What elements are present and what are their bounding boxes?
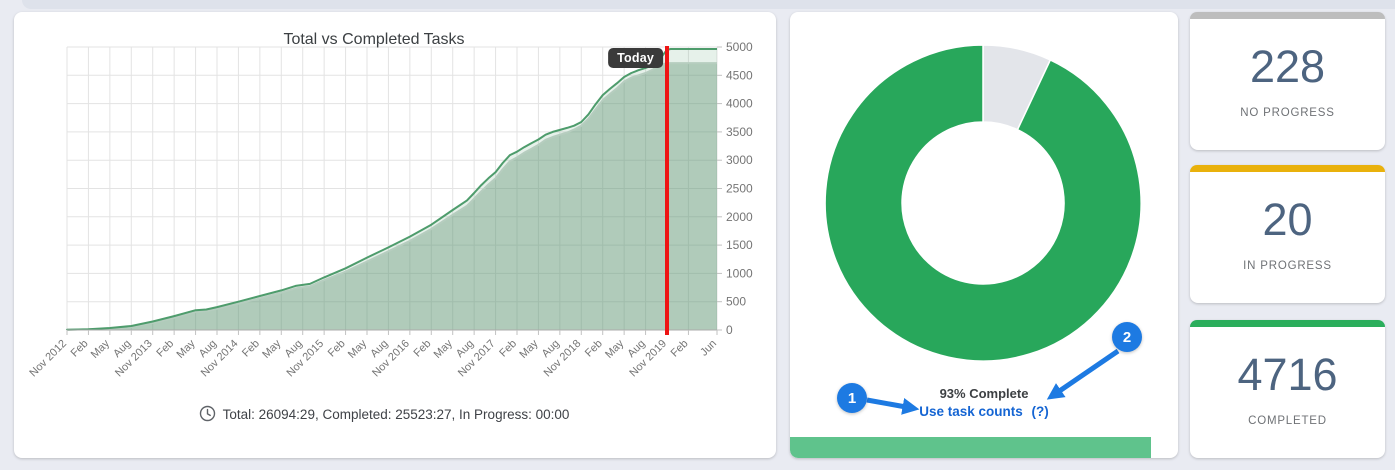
svg-text:Jun: Jun	[698, 338, 719, 359]
in-progress-label: IN PROGRESS	[1243, 259, 1332, 272]
svg-text:4000: 4000	[726, 97, 753, 111]
stat-card-no-progress: 228 NO PROGRESS	[1190, 12, 1385, 150]
callout-2-badge: 2	[1112, 322, 1142, 352]
svg-text:Feb: Feb	[412, 338, 434, 360]
svg-text:3000: 3000	[726, 153, 753, 167]
use-task-counts-link[interactable]: Use task counts	[919, 404, 1023, 419]
svg-text:May: May	[432, 337, 456, 361]
tasks-burnup-panel: 0 500 1000 1500 2000 2500 3000 3500 4000 4500 5000…	[14, 12, 776, 458]
callout-1-badge: 1	[837, 383, 867, 413]
svg-text:500: 500	[726, 295, 746, 309]
help-link[interactable]: (?)	[1031, 404, 1049, 419]
chart-title: Total vs Completed Tasks	[283, 31, 465, 48]
svg-text:Feb: Feb	[154, 338, 176, 360]
no-progress-label: NO PROGRESS	[1240, 106, 1335, 119]
svg-text:Feb: Feb	[669, 338, 691, 360]
svg-text:May: May	[517, 337, 541, 361]
completed-accent-bar	[1190, 320, 1385, 327]
in-progress-accent-bar	[1190, 165, 1385, 172]
svg-text:Feb: Feb	[69, 338, 91, 360]
svg-text:May: May	[89, 337, 113, 361]
clock-icon	[199, 405, 215, 422]
link-row: Use task counts (?)	[790, 404, 1178, 419]
no-progress-accent-bar	[1190, 12, 1385, 19]
svg-text:Feb: Feb	[326, 338, 348, 360]
svg-text:5000: 5000	[726, 40, 753, 54]
no-progress-count: 228	[1249, 41, 1326, 92]
svg-text:1000: 1000	[726, 266, 753, 280]
svg-text:May: May	[346, 337, 370, 361]
svg-text:Feb: Feb	[497, 338, 519, 360]
total-vs-completed-chart: 0 500 1000 1500 2000 2500 3000 3500 4000 4500 5000…	[27, 40, 753, 380]
svg-text:May: May	[175, 337, 199, 361]
svg-text:Feb: Feb	[240, 338, 262, 360]
svg-text:3500: 3500	[726, 125, 753, 139]
svg-text:May: May	[603, 337, 627, 361]
top-divider	[22, 0, 1395, 9]
percent-complete-label: 93% Complete	[939, 386, 1029, 401]
progress-fill	[790, 437, 1151, 458]
svg-text:May: May	[260, 337, 284, 361]
completed-count: 4716	[1237, 349, 1338, 400]
completion-panel: 93% Complete Use task counts (?) 1 2	[790, 12, 1178, 458]
today-badge: Today	[608, 48, 663, 68]
completion-donut-chart	[824, 44, 1142, 362]
svg-text:Feb: Feb	[583, 338, 605, 360]
chart-summary: Total: 26094:29, Completed: 25523:27, In…	[14, 405, 754, 422]
stat-card-in-progress: 20 IN PROGRESS	[1190, 165, 1385, 303]
summary-text: Total: 26094:29, Completed: 25523:27, In…	[222, 407, 570, 422]
svg-text:4500: 4500	[726, 68, 753, 82]
svg-text:0: 0	[726, 323, 733, 337]
completed-label: COMPLETED	[1248, 414, 1327, 427]
completion-progress-bar	[790, 437, 1178, 458]
in-progress-count: 20	[1262, 194, 1313, 245]
svg-text:2000: 2000	[726, 210, 753, 224]
stat-card-completed: 4716 COMPLETED	[1190, 320, 1385, 458]
svg-text:Nov 2012: Nov 2012	[27, 338, 69, 380]
svg-text:2500: 2500	[726, 182, 753, 196]
svg-text:1500: 1500	[726, 238, 753, 252]
